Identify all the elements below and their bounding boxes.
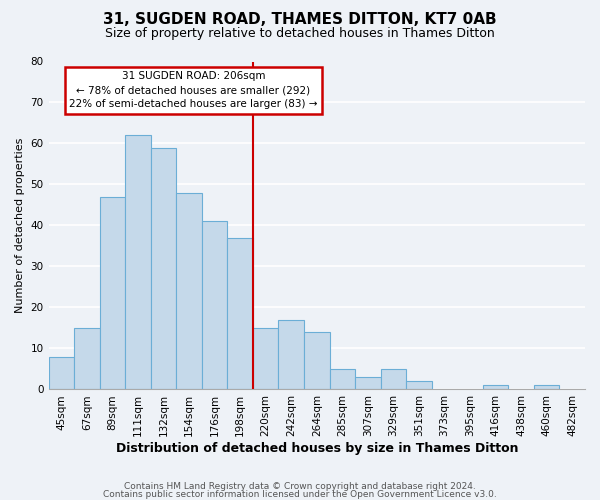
Bar [176, 192, 202, 390]
Bar [100, 197, 125, 390]
Bar [125, 136, 151, 390]
Bar [483, 386, 508, 390]
Bar [74, 328, 100, 390]
Text: 31, SUGDEN ROAD, THAMES DITTON, KT7 0AB: 31, SUGDEN ROAD, THAMES DITTON, KT7 0AB [103, 12, 497, 28]
X-axis label: Distribution of detached houses by size in Thames Ditton: Distribution of detached houses by size … [116, 442, 518, 455]
Bar [329, 369, 355, 390]
Bar [151, 148, 176, 390]
Bar [278, 320, 304, 390]
Bar [406, 382, 432, 390]
Bar [253, 328, 278, 390]
Bar [227, 238, 253, 390]
Text: Contains public sector information licensed under the Open Government Licence v3: Contains public sector information licen… [103, 490, 497, 499]
Bar [49, 356, 74, 390]
Bar [380, 369, 406, 390]
Text: Contains HM Land Registry data © Crown copyright and database right 2024.: Contains HM Land Registry data © Crown c… [124, 482, 476, 491]
Bar [355, 377, 380, 390]
Bar [304, 332, 329, 390]
Bar [534, 386, 559, 390]
Bar [202, 222, 227, 390]
Y-axis label: Number of detached properties: Number of detached properties [15, 138, 25, 313]
Text: Size of property relative to detached houses in Thames Ditton: Size of property relative to detached ho… [105, 28, 495, 40]
Text: 31 SUGDEN ROAD: 206sqm
← 78% of detached houses are smaller (292)
22% of semi-de: 31 SUGDEN ROAD: 206sqm ← 78% of detached… [69, 72, 317, 110]
